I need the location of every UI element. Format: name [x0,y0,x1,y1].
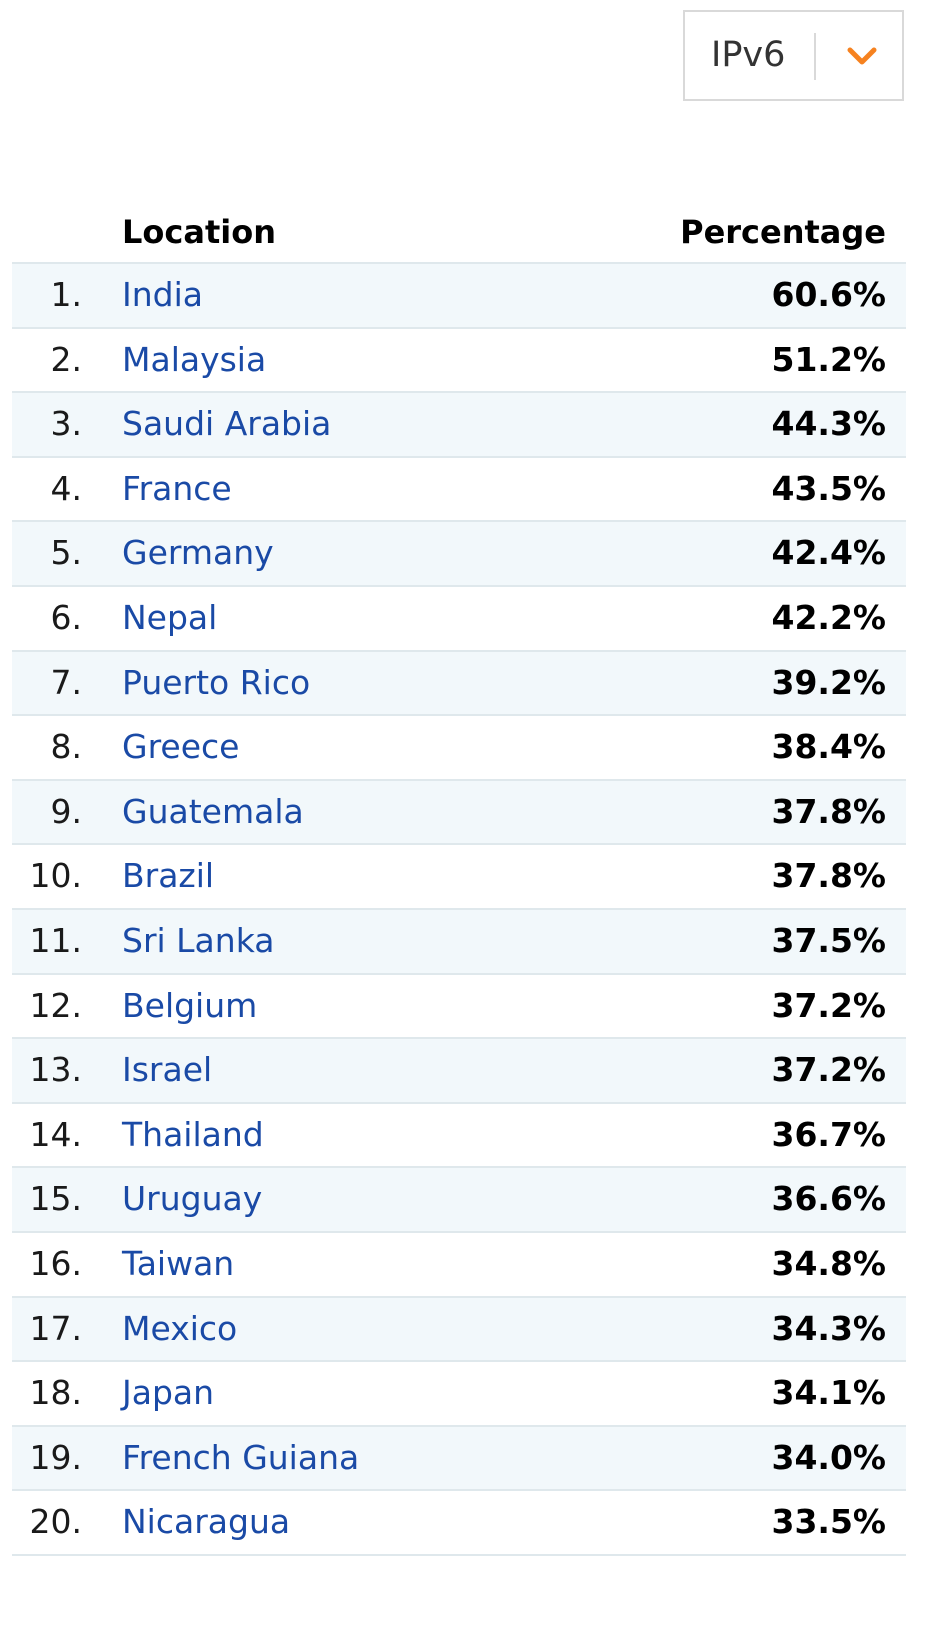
row-rank: 13. [29,1050,82,1090]
table-row: 7. Puerto Rico 39.2% [12,651,906,717]
row-rank: 6. [50,597,83,637]
row-rank: 11. [29,920,82,960]
row-percentage: 42.2% [771,597,887,637]
table-body: 1. India 60.6% 2. Malaysia 51.2% 3. Saudi Arabi… [12,264,906,1556]
table-row: 19. French Guiana 34.0% [12,1426,906,1492]
table-row: 9. Guatemala 37.8% [12,780,906,846]
location-link[interactable]: Greece [122,727,240,767]
table-row: 6. Nepal 42.2% [12,587,906,652]
location-link[interactable]: Israel [122,1050,213,1090]
column-header-location: Location [122,213,276,251]
table-header: Location Percentage [12,200,906,264]
row-rank: 18. [29,1373,82,1413]
row-rank: 8. [50,727,83,767]
table-row: 3. Saudi Arabia 44.3% [12,393,906,458]
row-rank: 1. [50,275,83,314]
protocol-select[interactable]: IPv6 [683,10,904,101]
location-link[interactable]: Belgium [122,985,258,1025]
row-percentage: 37.8% [771,791,887,831]
location-link[interactable]: India [122,275,203,314]
table-row: 4. France 43.5% [12,458,906,523]
row-percentage: 43.5% [771,468,887,508]
row-rank: 4. [50,468,83,508]
location-link[interactable]: French Guiana [122,1437,360,1477]
row-percentage: 44.3% [771,404,887,444]
location-link[interactable]: Puerto Rico [122,662,311,702]
location-link[interactable]: Thailand [122,1114,264,1154]
row-percentage: 36.7% [771,1114,887,1154]
location-link[interactable]: Japan [122,1373,215,1413]
table-row: 13. Israel 37.2% [12,1039,906,1104]
location-link[interactable]: Taiwan [122,1243,235,1283]
row-rank: 20. [29,1502,82,1542]
location-link[interactable]: Nepal [122,597,218,637]
table-row: 18. Japan 34.1% [12,1362,906,1427]
row-percentage: 38.4% [771,727,887,767]
row-percentage: 37.2% [771,1050,887,1090]
row-rank: 3. [50,404,83,444]
table-row: 16. Taiwan 34.8% [12,1233,906,1298]
row-percentage: 51.2% [771,339,887,379]
table-row: 20. Nicaragua 33.5% [12,1491,906,1556]
column-header-percentage: Percentage [680,213,886,251]
row-rank: 2. [50,339,83,379]
table-row: 12. Belgium 37.2% [12,975,906,1040]
row-rank: 9. [50,791,83,831]
location-link[interactable]: Uruguay [122,1179,263,1219]
row-percentage: 37.2% [771,985,887,1025]
row-percentage: 36.6% [771,1179,887,1219]
location-link[interactable]: Brazil [122,856,215,896]
row-rank: 17. [29,1308,82,1348]
select-divider [814,33,816,80]
location-link[interactable]: Sri Lanka [122,920,275,960]
row-percentage: 34.8% [771,1243,887,1283]
location-link[interactable]: Saudi Arabia [122,404,332,444]
table-row: 5. Germany 42.4% [12,522,906,587]
row-percentage: 33.5% [771,1502,887,1542]
location-link[interactable]: Nicaragua [122,1502,291,1542]
row-percentage: 60.6% [771,275,887,314]
table-row: 11. Sri Lanka 37.5% [12,909,906,975]
table-row: 8. Greece 38.4% [12,716,906,781]
location-link[interactable]: Mexico [122,1308,238,1348]
table-row: 10. Brazil 37.8% [12,845,906,910]
adoption-table: Location Percentage 1. India 60.6% 2. Malays… [12,200,906,1556]
row-rank: 19. [29,1437,82,1477]
row-percentage: 34.3% [771,1308,887,1348]
location-link[interactable]: Guatemala [122,791,304,831]
row-rank: 16. [29,1243,82,1283]
row-percentage: 37.5% [771,920,887,960]
row-percentage: 37.8% [771,856,887,896]
row-rank: 10. [29,856,82,896]
row-rank: 5. [50,533,83,573]
row-percentage: 34.1% [771,1373,887,1413]
row-rank: 15. [29,1179,82,1219]
table-row: 17. Mexico 34.3% [12,1297,906,1363]
row-rank: 12. [29,985,82,1025]
location-link[interactable]: Malaysia [122,339,267,379]
table-row: 1. India 60.6% [12,264,906,329]
row-percentage: 34.0% [771,1437,887,1477]
chevron-down-icon[interactable] [845,42,879,70]
row-rank: 14. [29,1114,82,1154]
location-link[interactable]: Germany [122,533,274,573]
table-row: 14. Thailand 36.7% [12,1104,906,1169]
table-row: 15. Uruguay 36.6% [12,1168,906,1233]
protocol-select-value: IPv6 [711,35,786,75]
row-rank: 7. [50,662,83,702]
row-percentage: 42.4% [771,533,887,573]
table-row: 2. Malaysia 51.2% [12,329,906,394]
location-link[interactable]: France [122,468,232,508]
row-percentage: 39.2% [771,662,887,702]
